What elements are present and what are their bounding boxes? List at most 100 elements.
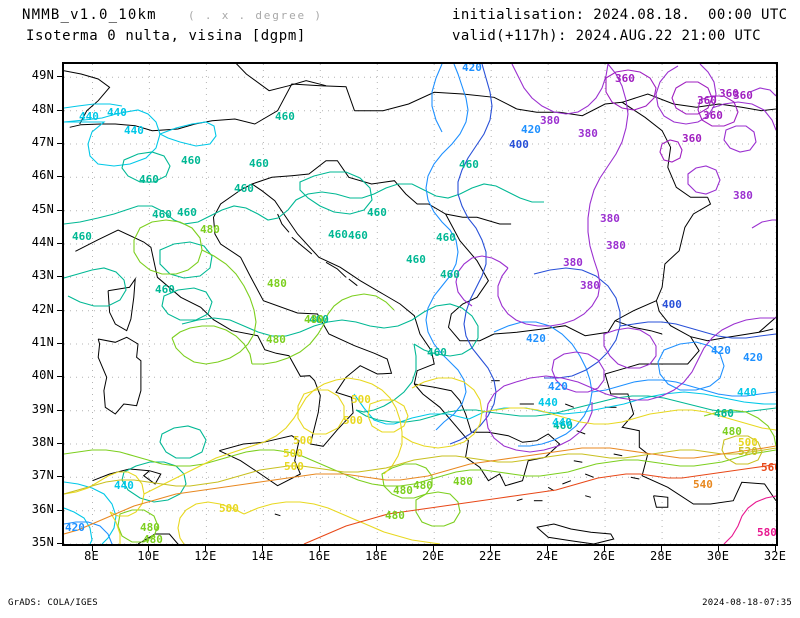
x-axis-tick-label: 8E bbox=[84, 549, 99, 563]
contour-label-460: 460 bbox=[249, 157, 269, 170]
coastline-path bbox=[493, 300, 657, 337]
contour-line-480 bbox=[399, 449, 776, 487]
x-axis-tick-label: 22E bbox=[479, 549, 502, 563]
contour-line-480 bbox=[252, 293, 395, 365]
contour-label-500: 500 bbox=[283, 447, 303, 460]
contour-label-440: 440 bbox=[124, 124, 144, 137]
contour-line-380 bbox=[711, 101, 776, 131]
y-axis-tick-label: 35N bbox=[31, 535, 54, 549]
x-axis-tick bbox=[604, 546, 606, 551]
contour-label-440: 440 bbox=[79, 110, 99, 123]
y-axis-tick bbox=[57, 309, 62, 311]
contour-label-380: 380 bbox=[580, 279, 600, 292]
contour-line-500 bbox=[143, 377, 361, 495]
contour-line-380 bbox=[511, 64, 609, 115]
x-axis-tick bbox=[91, 546, 93, 551]
y-axis-tick bbox=[57, 543, 62, 544]
contours-group bbox=[64, 64, 776, 544]
x-axis-tick bbox=[490, 546, 492, 551]
contour-label-440: 440 bbox=[107, 106, 127, 119]
contour-line-380 bbox=[603, 327, 657, 369]
contour-label-380: 380 bbox=[600, 212, 620, 225]
x-axis-tick-label: 20E bbox=[422, 549, 445, 563]
coastline-path bbox=[622, 93, 776, 112]
x-axis-tick-label: 30E bbox=[706, 549, 730, 563]
coastline-path bbox=[614, 320, 663, 335]
contour-label-460: 460 bbox=[328, 228, 348, 241]
coastline-path bbox=[576, 430, 586, 435]
contour-line-560 bbox=[303, 463, 776, 544]
x-axis-tick bbox=[433, 546, 435, 551]
contour-label-480: 480 bbox=[143, 533, 163, 544]
x-axis-tick-label: 16E bbox=[308, 549, 331, 563]
contour-line-380 bbox=[497, 64, 629, 327]
x-axis-tick bbox=[775, 546, 776, 551]
y-axis-tick bbox=[57, 276, 62, 278]
contour-line-440 bbox=[64, 481, 117, 544]
contour-label-480: 480 bbox=[453, 475, 473, 488]
contour-label-460: 460 bbox=[181, 154, 201, 167]
contour-label-380: 380 bbox=[563, 256, 583, 269]
contour-label-380: 380 bbox=[733, 189, 753, 202]
units-label: ( . x . degree ) bbox=[188, 9, 323, 22]
contour-plot-area: 440 440 440 460 460 460 460 460 460 460 460 460 460 4… bbox=[62, 62, 778, 546]
contour-label-480: 480 bbox=[266, 333, 286, 346]
contour-label-460: 460 bbox=[155, 283, 175, 296]
coastline-path bbox=[516, 101, 708, 198]
x-axis-tick-label: 10E bbox=[137, 549, 160, 563]
coastline-path bbox=[64, 70, 111, 125]
contour-line-380 bbox=[751, 219, 776, 229]
y-axis-tick bbox=[57, 443, 62, 444]
coastline-path bbox=[137, 533, 179, 544]
contour-label-460: 460 bbox=[427, 346, 447, 359]
contour-label-420: 420 bbox=[521, 123, 541, 136]
contour-label-460: 460 bbox=[177, 206, 197, 219]
contour-label-460: 460 bbox=[406, 253, 426, 266]
x-axis-tick-label: 24E bbox=[536, 549, 559, 563]
contour-label-520: 520 bbox=[738, 445, 758, 458]
contour-line-460 bbox=[121, 461, 187, 503]
contour-label-460: 460 bbox=[234, 182, 254, 195]
contour-label-420: 420 bbox=[711, 344, 731, 357]
contour-line-400 bbox=[449, 64, 497, 445]
coastline-path bbox=[445, 213, 495, 342]
contour-line-480 bbox=[171, 325, 253, 365]
field-description: Isoterma 0 nulta, visina [dgpm] bbox=[26, 28, 306, 44]
contour-line-440 bbox=[64, 507, 93, 544]
contour-label-560: 560 bbox=[761, 461, 776, 474]
coastline-path bbox=[573, 460, 583, 463]
contour-label-380: 380 bbox=[578, 127, 598, 140]
coastline-path bbox=[274, 513, 281, 517]
coastline-path bbox=[354, 91, 518, 112]
contour-label-500: 500 bbox=[738, 436, 758, 449]
contour-line-480 bbox=[381, 463, 433, 499]
contour-line-400 bbox=[619, 321, 776, 339]
contour-line-460 bbox=[159, 241, 213, 279]
y-axis-tick-label: 41N bbox=[31, 335, 54, 349]
contour-line-380 bbox=[515, 317, 776, 401]
contour-label-580: 580 bbox=[757, 526, 776, 539]
y-axis-tick-label: 42N bbox=[31, 301, 54, 316]
contour-label-420: 420 bbox=[548, 380, 568, 393]
coastline-path bbox=[604, 336, 700, 375]
coastline-path bbox=[348, 278, 358, 287]
footer-credit: GrADS: COLA/IGES bbox=[8, 598, 98, 608]
contour-line-360 bbox=[697, 95, 739, 127]
contour-label-360: 360 bbox=[719, 87, 739, 100]
contour-line-440 bbox=[353, 393, 394, 425]
contour-line-500 bbox=[177, 501, 245, 544]
coastline-path bbox=[758, 328, 774, 333]
contour-line-440 bbox=[158, 121, 217, 147]
contour-label-360: 360 bbox=[682, 132, 702, 145]
y-axis-tick-label: 46N bbox=[31, 168, 54, 183]
contour-label-360: 360 bbox=[703, 109, 723, 122]
contour-label-460: 460 bbox=[72, 230, 92, 243]
contour-line-440 bbox=[64, 103, 123, 109]
x-axis-tick bbox=[205, 546, 207, 551]
contour-label-500: 500 bbox=[343, 414, 363, 427]
coastline-path bbox=[585, 495, 592, 498]
contour-line-420 bbox=[425, 64, 469, 431]
x-axis-tick bbox=[661, 546, 663, 551]
contour-line-480 bbox=[415, 491, 461, 527]
contour-label-440: 440 bbox=[737, 386, 757, 399]
